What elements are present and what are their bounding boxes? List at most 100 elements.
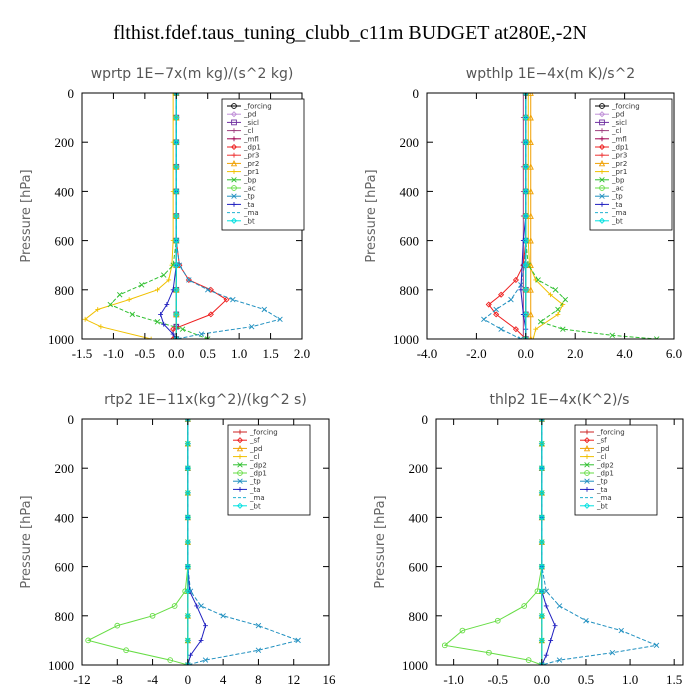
data-point-tp bbox=[539, 419, 545, 422]
legend-label: _pd bbox=[249, 445, 262, 453]
y-tick-label: 0 bbox=[422, 412, 429, 427]
legend-label: _tp bbox=[596, 478, 608, 486]
data-point-bp bbox=[204, 336, 211, 339]
data-point-ta bbox=[158, 312, 163, 317]
data-point-tp bbox=[202, 657, 209, 663]
data-point-bt bbox=[538, 661, 545, 665]
data-point-bt bbox=[538, 514, 545, 521]
y-tick-label: 400 bbox=[55, 510, 75, 525]
data-point-bt bbox=[173, 163, 180, 170]
data-point-dp1 bbox=[123, 647, 129, 654]
legend-label: _pr1 bbox=[611, 168, 627, 176]
x-tick-label: 16 bbox=[323, 672, 337, 687]
legend-label: _sf bbox=[249, 437, 260, 445]
legend-label: _cl bbox=[249, 453, 259, 461]
legend-marker bbox=[599, 103, 605, 109]
y-tick-label: 0 bbox=[413, 86, 420, 101]
data-point-bt bbox=[522, 335, 529, 339]
data-point-dp1 bbox=[512, 326, 519, 333]
data-point-tp bbox=[255, 647, 262, 653]
legend-label: _dp2 bbox=[596, 461, 614, 469]
data-point-bt bbox=[522, 188, 529, 195]
data-point-ta bbox=[552, 623, 558, 629]
data-point-tp bbox=[277, 316, 283, 323]
data-point-pr1 bbox=[525, 93, 531, 96]
legend-label: _pr2 bbox=[243, 160, 259, 168]
y-axis-label: Pressure [hPa] bbox=[19, 169, 34, 262]
series-line-bp bbox=[109, 93, 208, 339]
x-tick-label: -2.0 bbox=[466, 346, 487, 361]
data-point-bp bbox=[609, 332, 615, 339]
data-point-bt bbox=[173, 335, 180, 339]
data-point-bt bbox=[522, 139, 529, 146]
x-tick-label: 1.5 bbox=[262, 346, 278, 361]
legend-label: _bt bbox=[611, 217, 623, 225]
data-point-tp bbox=[523, 93, 529, 96]
legend-marker bbox=[231, 103, 237, 109]
legend-label: _pr3 bbox=[243, 152, 259, 160]
legend-label: _forcing bbox=[611, 103, 640, 111]
data-point-ta bbox=[518, 287, 524, 293]
legend-label: _ma bbox=[243, 209, 259, 217]
x-tick-label: -0.5 bbox=[487, 672, 508, 687]
x-tick-label: -8 bbox=[112, 672, 123, 687]
data-point-bp bbox=[552, 287, 559, 293]
legend-label: _forcing bbox=[596, 429, 625, 437]
legend-label: _ta bbox=[596, 486, 608, 494]
data-point-tp bbox=[508, 296, 514, 303]
legend-label: _dp1 bbox=[249, 470, 267, 478]
x-tick-label: -0.5 bbox=[135, 346, 156, 361]
y-tick-label: 200 bbox=[400, 135, 420, 150]
chart-panel-2: wpthlp 1E−4x(m K)/s^2 Pressure [hPa] -4.0 -… bbox=[364, 66, 682, 361]
chart-panel-4: thlp2 1E−4x(K^2)/s Pressure [hPa] -1.0 -0.5… bbox=[373, 392, 684, 687]
y-tick-label: 600 bbox=[55, 560, 75, 575]
legend-marker bbox=[230, 143, 238, 151]
data-point-dp1 bbox=[170, 326, 177, 333]
legend-label: _cl bbox=[596, 453, 606, 461]
legend-marker bbox=[237, 454, 243, 459]
data-point-tp bbox=[498, 326, 504, 332]
data-point-dp1 bbox=[486, 649, 492, 656]
data-point-dp1 bbox=[185, 276, 192, 283]
legend-label: _pr3 bbox=[611, 152, 627, 160]
data-point-bp bbox=[138, 282, 145, 288]
data-point-pr1 bbox=[555, 312, 561, 317]
y-tick-label: 600 bbox=[409, 560, 429, 575]
y-axis-label: Pressure [hPa] bbox=[19, 495, 34, 588]
data-point-pr2 bbox=[527, 310, 534, 318]
data-point-bt bbox=[184, 612, 191, 619]
legend-marker bbox=[599, 169, 605, 174]
legend-marker bbox=[598, 217, 606, 224]
legend-label: _bt bbox=[243, 217, 255, 225]
series-line-dp1 bbox=[488, 93, 527, 339]
legend-label: _bp bbox=[243, 176, 257, 184]
data-point-tp bbox=[609, 649, 616, 656]
legend-label: _mfl bbox=[611, 135, 627, 143]
data-point-bt bbox=[173, 262, 180, 269]
data-point-bt bbox=[538, 637, 545, 644]
legend-marker bbox=[231, 177, 237, 183]
data-point-ta bbox=[194, 603, 200, 609]
series-line-dp1 bbox=[172, 93, 228, 339]
y-tick-label: 1000 bbox=[48, 332, 74, 347]
legend-label: _pd bbox=[596, 445, 609, 453]
data-point-ta bbox=[548, 638, 554, 643]
legend-label: _forcing bbox=[243, 103, 272, 111]
y-tick-label: 200 bbox=[55, 461, 75, 476]
data-point-ta bbox=[198, 638, 204, 643]
legend-marker bbox=[599, 202, 605, 207]
legend-marker bbox=[598, 159, 606, 167]
legend-label: _cl bbox=[611, 127, 621, 135]
x-tick-label: -1.5 bbox=[72, 346, 93, 361]
data-point-dp1 bbox=[512, 276, 519, 283]
legend-label: _ta bbox=[611, 201, 623, 209]
legend-marker bbox=[230, 111, 238, 118]
data-point-dp1 bbox=[223, 296, 230, 303]
legend-marker bbox=[599, 119, 605, 126]
legend-marker bbox=[230, 217, 238, 224]
y-tick-label: 200 bbox=[55, 135, 75, 150]
data-point-bt bbox=[538, 489, 545, 496]
legend-marker bbox=[598, 111, 606, 118]
data-point-pr1 bbox=[533, 277, 539, 283]
